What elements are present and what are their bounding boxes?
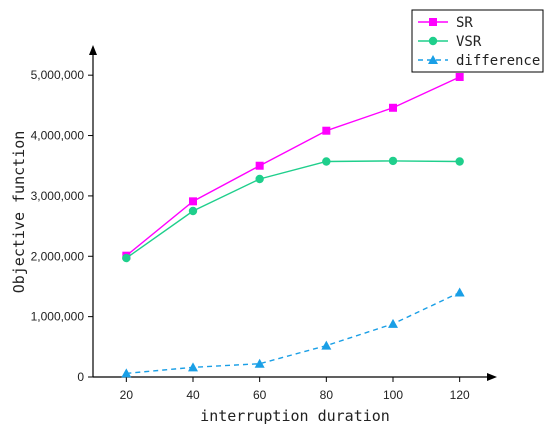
data-point-vsr (455, 157, 464, 166)
x-axis-arrow (487, 373, 497, 381)
y-tick-label: 4,000,000 (31, 129, 85, 143)
data-point-sr (189, 197, 197, 206)
x-tick-label: 60 (253, 388, 267, 402)
data-point-vsr (122, 253, 131, 263)
legend-items: SR VSR difference (418, 15, 540, 69)
series-line-vsr (125, 160, 460, 259)
y-tick-label: 5,000,000 (31, 68, 85, 82)
data-point-sr (389, 103, 397, 112)
legend-item-vsr: VSR (418, 34, 482, 50)
x-tick-label: 120 (450, 388, 470, 402)
legend-label-sr: SR (456, 15, 473, 31)
series-line-sr (125, 76, 460, 257)
legend-marker-sr (429, 18, 437, 26)
data-point-difference (254, 358, 265, 368)
axes (89, 45, 497, 381)
data-point-difference (188, 362, 198, 372)
data-point-difference (388, 318, 398, 328)
legend-marker-difference (428, 55, 438, 64)
y-axis-arrow (89, 45, 97, 55)
y-axis-title: Objective function (10, 131, 28, 294)
data-point-sr (322, 126, 331, 135)
series (121, 72, 465, 378)
data-point-vsr (255, 174, 264, 184)
y-tick-label: 3,000,000 (31, 189, 85, 203)
x-tick-label: 80 (320, 388, 334, 402)
series-difference (121, 287, 465, 378)
x-tick-label: 20 (120, 388, 134, 402)
data-point-difference (121, 368, 132, 378)
data-point-sr (255, 161, 264, 170)
legend-label-difference: difference (456, 53, 540, 69)
series-line-difference (126, 291, 460, 375)
data-point-difference (321, 340, 332, 350)
y-tick-label: 2,000,000 (31, 249, 85, 263)
data-point-vsr (322, 157, 331, 166)
legend-marker-vsr (428, 36, 438, 46)
ticks: 20 40 60 80 100 120 0 1,000,000 2,000,000 3,000,0… (31, 68, 470, 402)
legend-item-sr: SR (418, 15, 473, 31)
series-vsr (122, 156, 464, 263)
y-tick-label: 1,000,000 (31, 310, 85, 324)
y-tick-label: 0 (77, 370, 84, 384)
legend: SR VSR difference (411, 9, 544, 73)
data-point-sr (455, 72, 464, 81)
x-tick-label: 100 (383, 388, 403, 402)
legend-label-vsr: VSR (456, 34, 482, 50)
legend-item-difference: difference (418, 53, 540, 69)
data-point-vsr (388, 156, 398, 166)
x-axis-title: interruption duration (200, 407, 390, 425)
series-sr (122, 72, 464, 260)
x-tick-label: 40 (186, 388, 200, 402)
data-point-difference (454, 287, 465, 297)
data-point-vsr (188, 206, 198, 216)
